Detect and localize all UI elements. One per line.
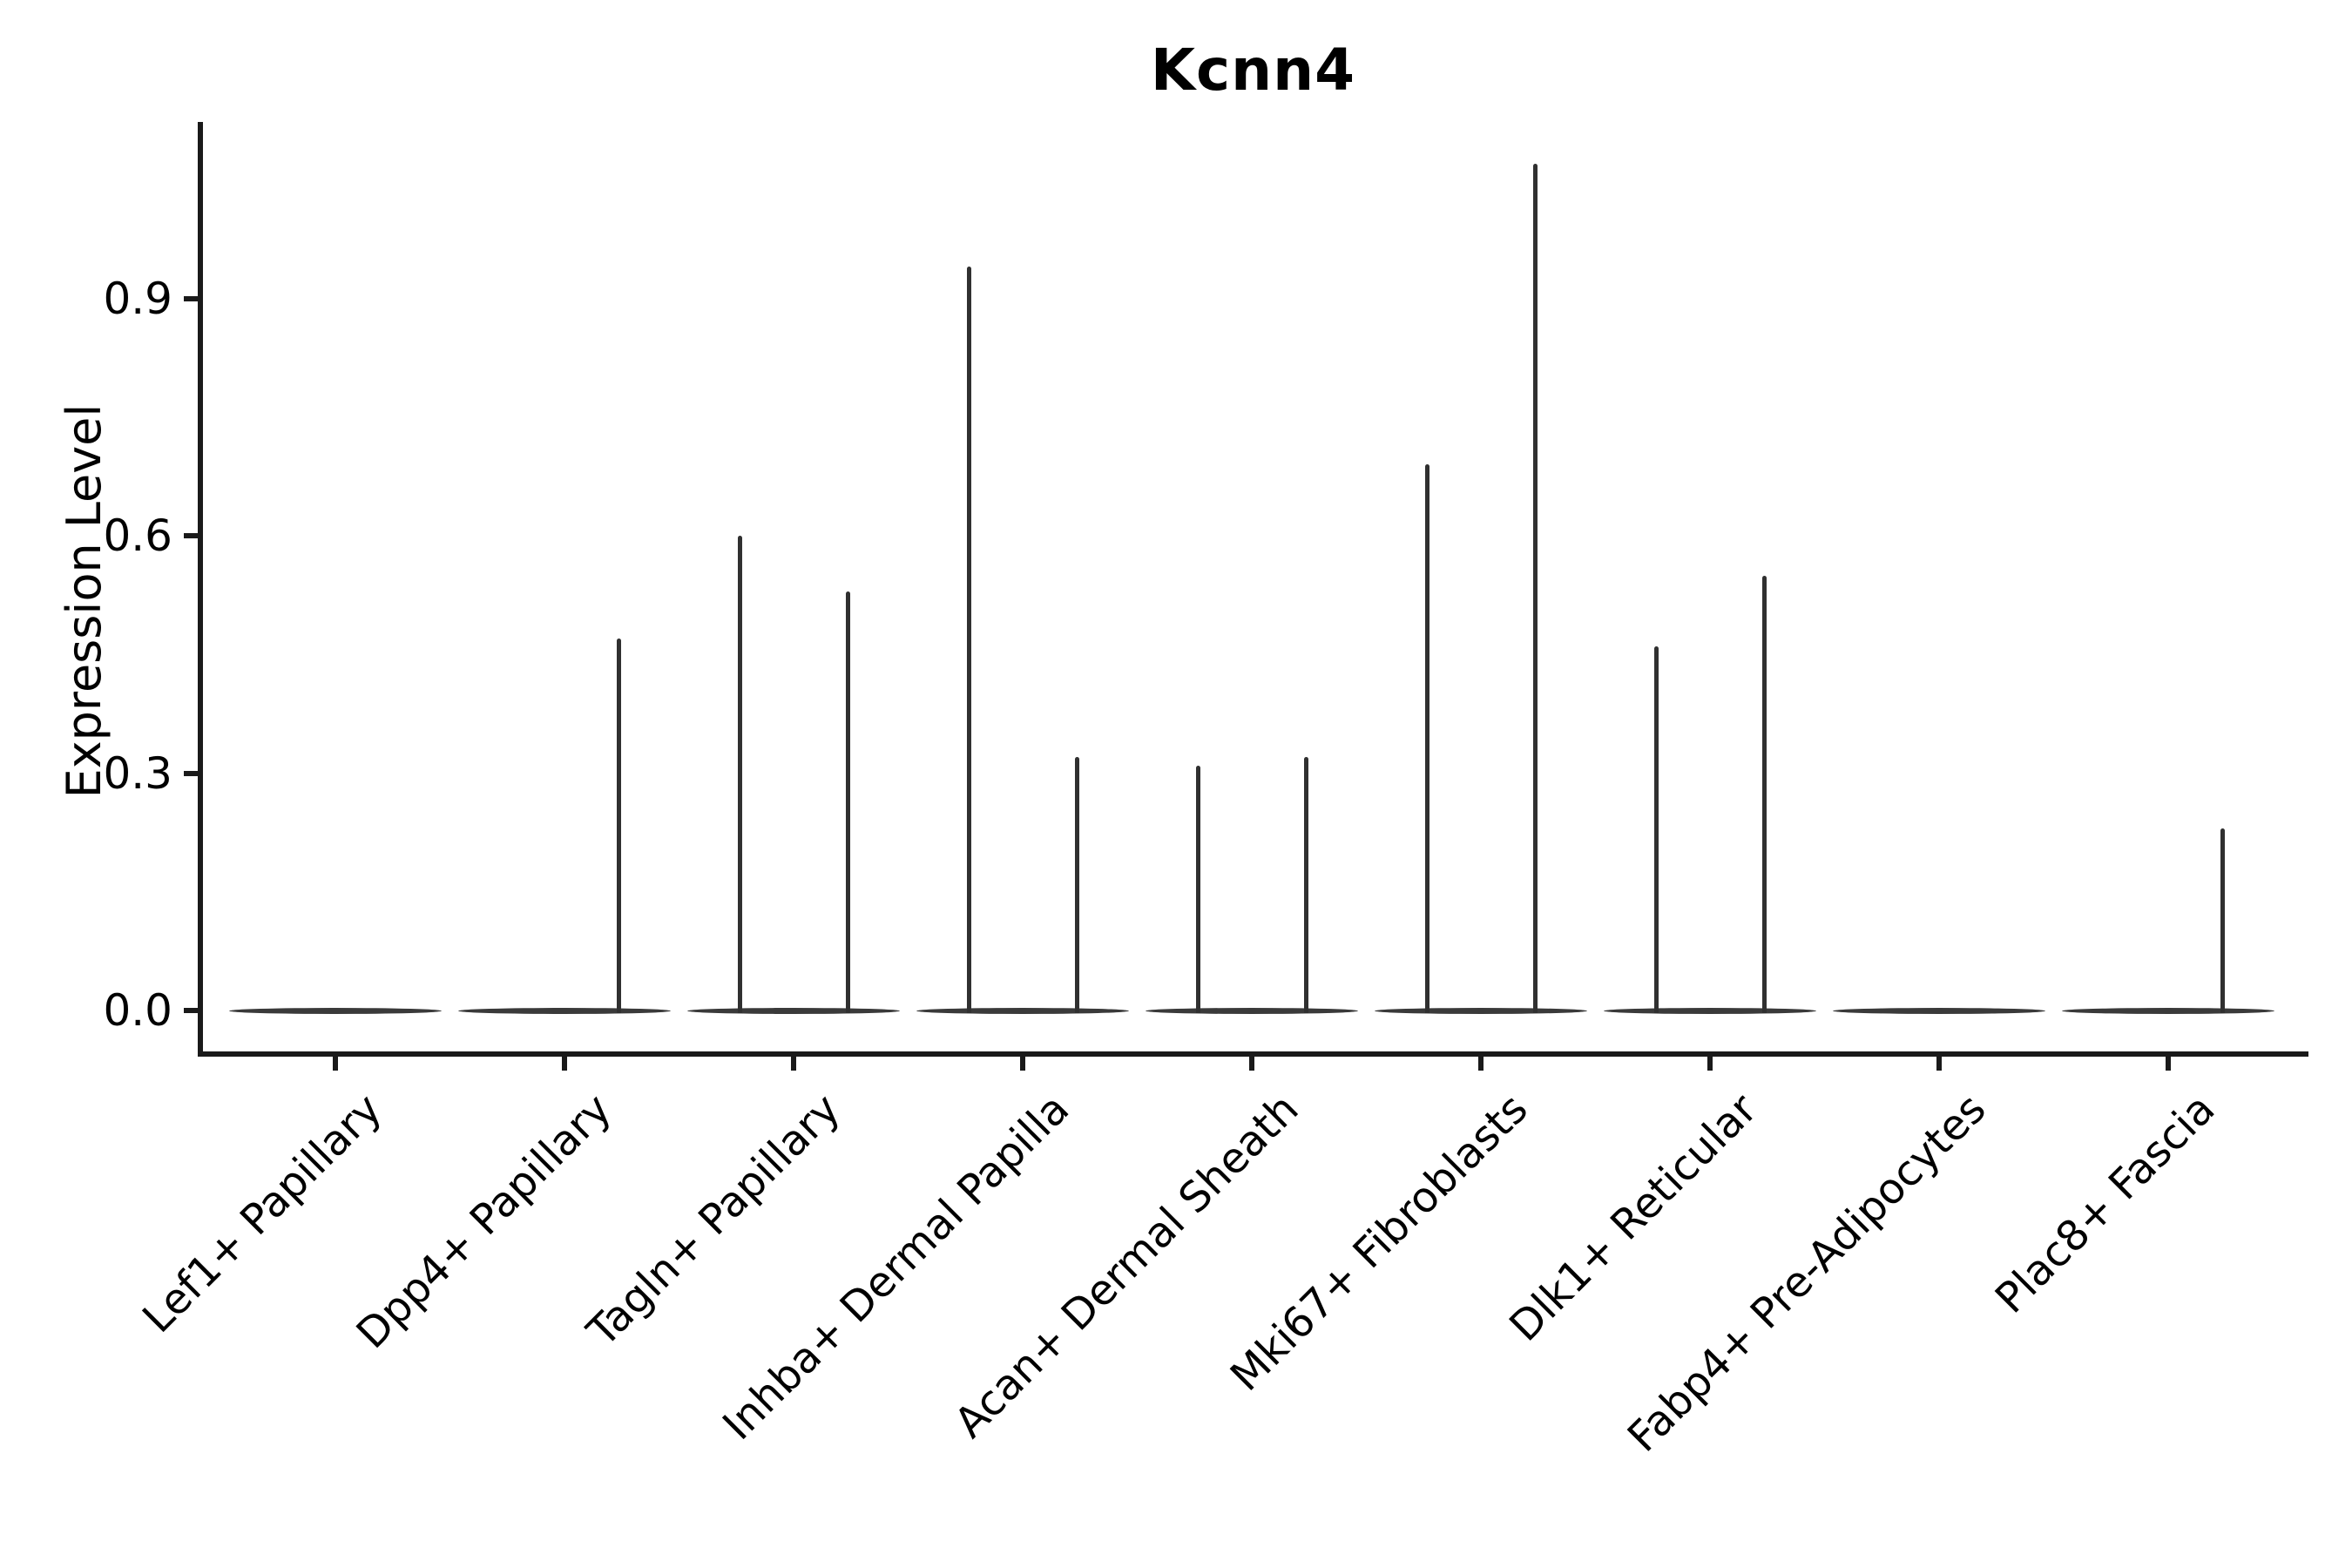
violin-spike <box>1074 757 1079 1013</box>
violin-spike <box>737 536 742 1013</box>
x-axis-spine <box>198 1051 2308 1057</box>
violin-body <box>1604 1007 1816 1014</box>
violin-body <box>1146 1007 1358 1014</box>
x-tick-mark <box>562 1057 567 1071</box>
x-tick-mark <box>333 1057 338 1071</box>
x-tick-label: Lef1+ Papillary <box>133 1085 392 1342</box>
violin-spike <box>845 591 850 1013</box>
x-tick-mark <box>1020 1057 1025 1071</box>
violin-body <box>2062 1007 2274 1014</box>
x-tick-mark <box>791 1057 796 1071</box>
violin-spike <box>1653 646 1659 1013</box>
violin-body <box>1833 1007 2045 1014</box>
violin-spike <box>2220 828 2225 1013</box>
y-tick-mark <box>184 770 198 776</box>
y-tick-mark <box>184 533 198 539</box>
y-tick-mark <box>184 1008 198 1013</box>
x-tick-mark <box>2166 1057 2171 1071</box>
violin-spike <box>1303 757 1308 1013</box>
violin-body <box>458 1007 671 1014</box>
violin-body <box>687 1007 900 1014</box>
y-tick-label: 0.3 <box>103 747 172 799</box>
violin-body <box>229 1007 442 1014</box>
y-tick-label: 0.6 <box>103 510 172 562</box>
violin-spike <box>1424 464 1429 1013</box>
x-tick-mark <box>1249 1057 1254 1071</box>
y-tick-label: 0.9 <box>103 273 172 324</box>
chart-title: Kcnn4 <box>1150 37 1356 104</box>
x-tick-label: Dpp4+ Papillary <box>347 1085 621 1359</box>
violin-spike <box>966 267 971 1013</box>
violin-spike <box>1532 164 1538 1013</box>
violin-body <box>916 1007 1129 1014</box>
y-axis-title: Expression Level <box>57 403 112 799</box>
y-tick-label: 0.0 <box>103 985 172 1036</box>
violin-spike <box>1195 765 1200 1013</box>
x-tick-mark <box>1478 1057 1484 1071</box>
y-axis-spine <box>198 122 203 1057</box>
x-tick-label: Tagln+ Papillary <box>578 1085 850 1356</box>
x-tick-mark <box>1936 1057 1942 1071</box>
y-tick-mark <box>184 295 198 301</box>
violin-body <box>1375 1007 1587 1014</box>
violin-spike <box>1761 575 1767 1013</box>
x-tick-label: Dlk1+ Reticular <box>1499 1085 1767 1351</box>
x-tick-label: Plac8+ Fascia <box>1986 1085 2225 1323</box>
violin-spike <box>616 639 621 1013</box>
x-tick-mark <box>1707 1057 1713 1071</box>
